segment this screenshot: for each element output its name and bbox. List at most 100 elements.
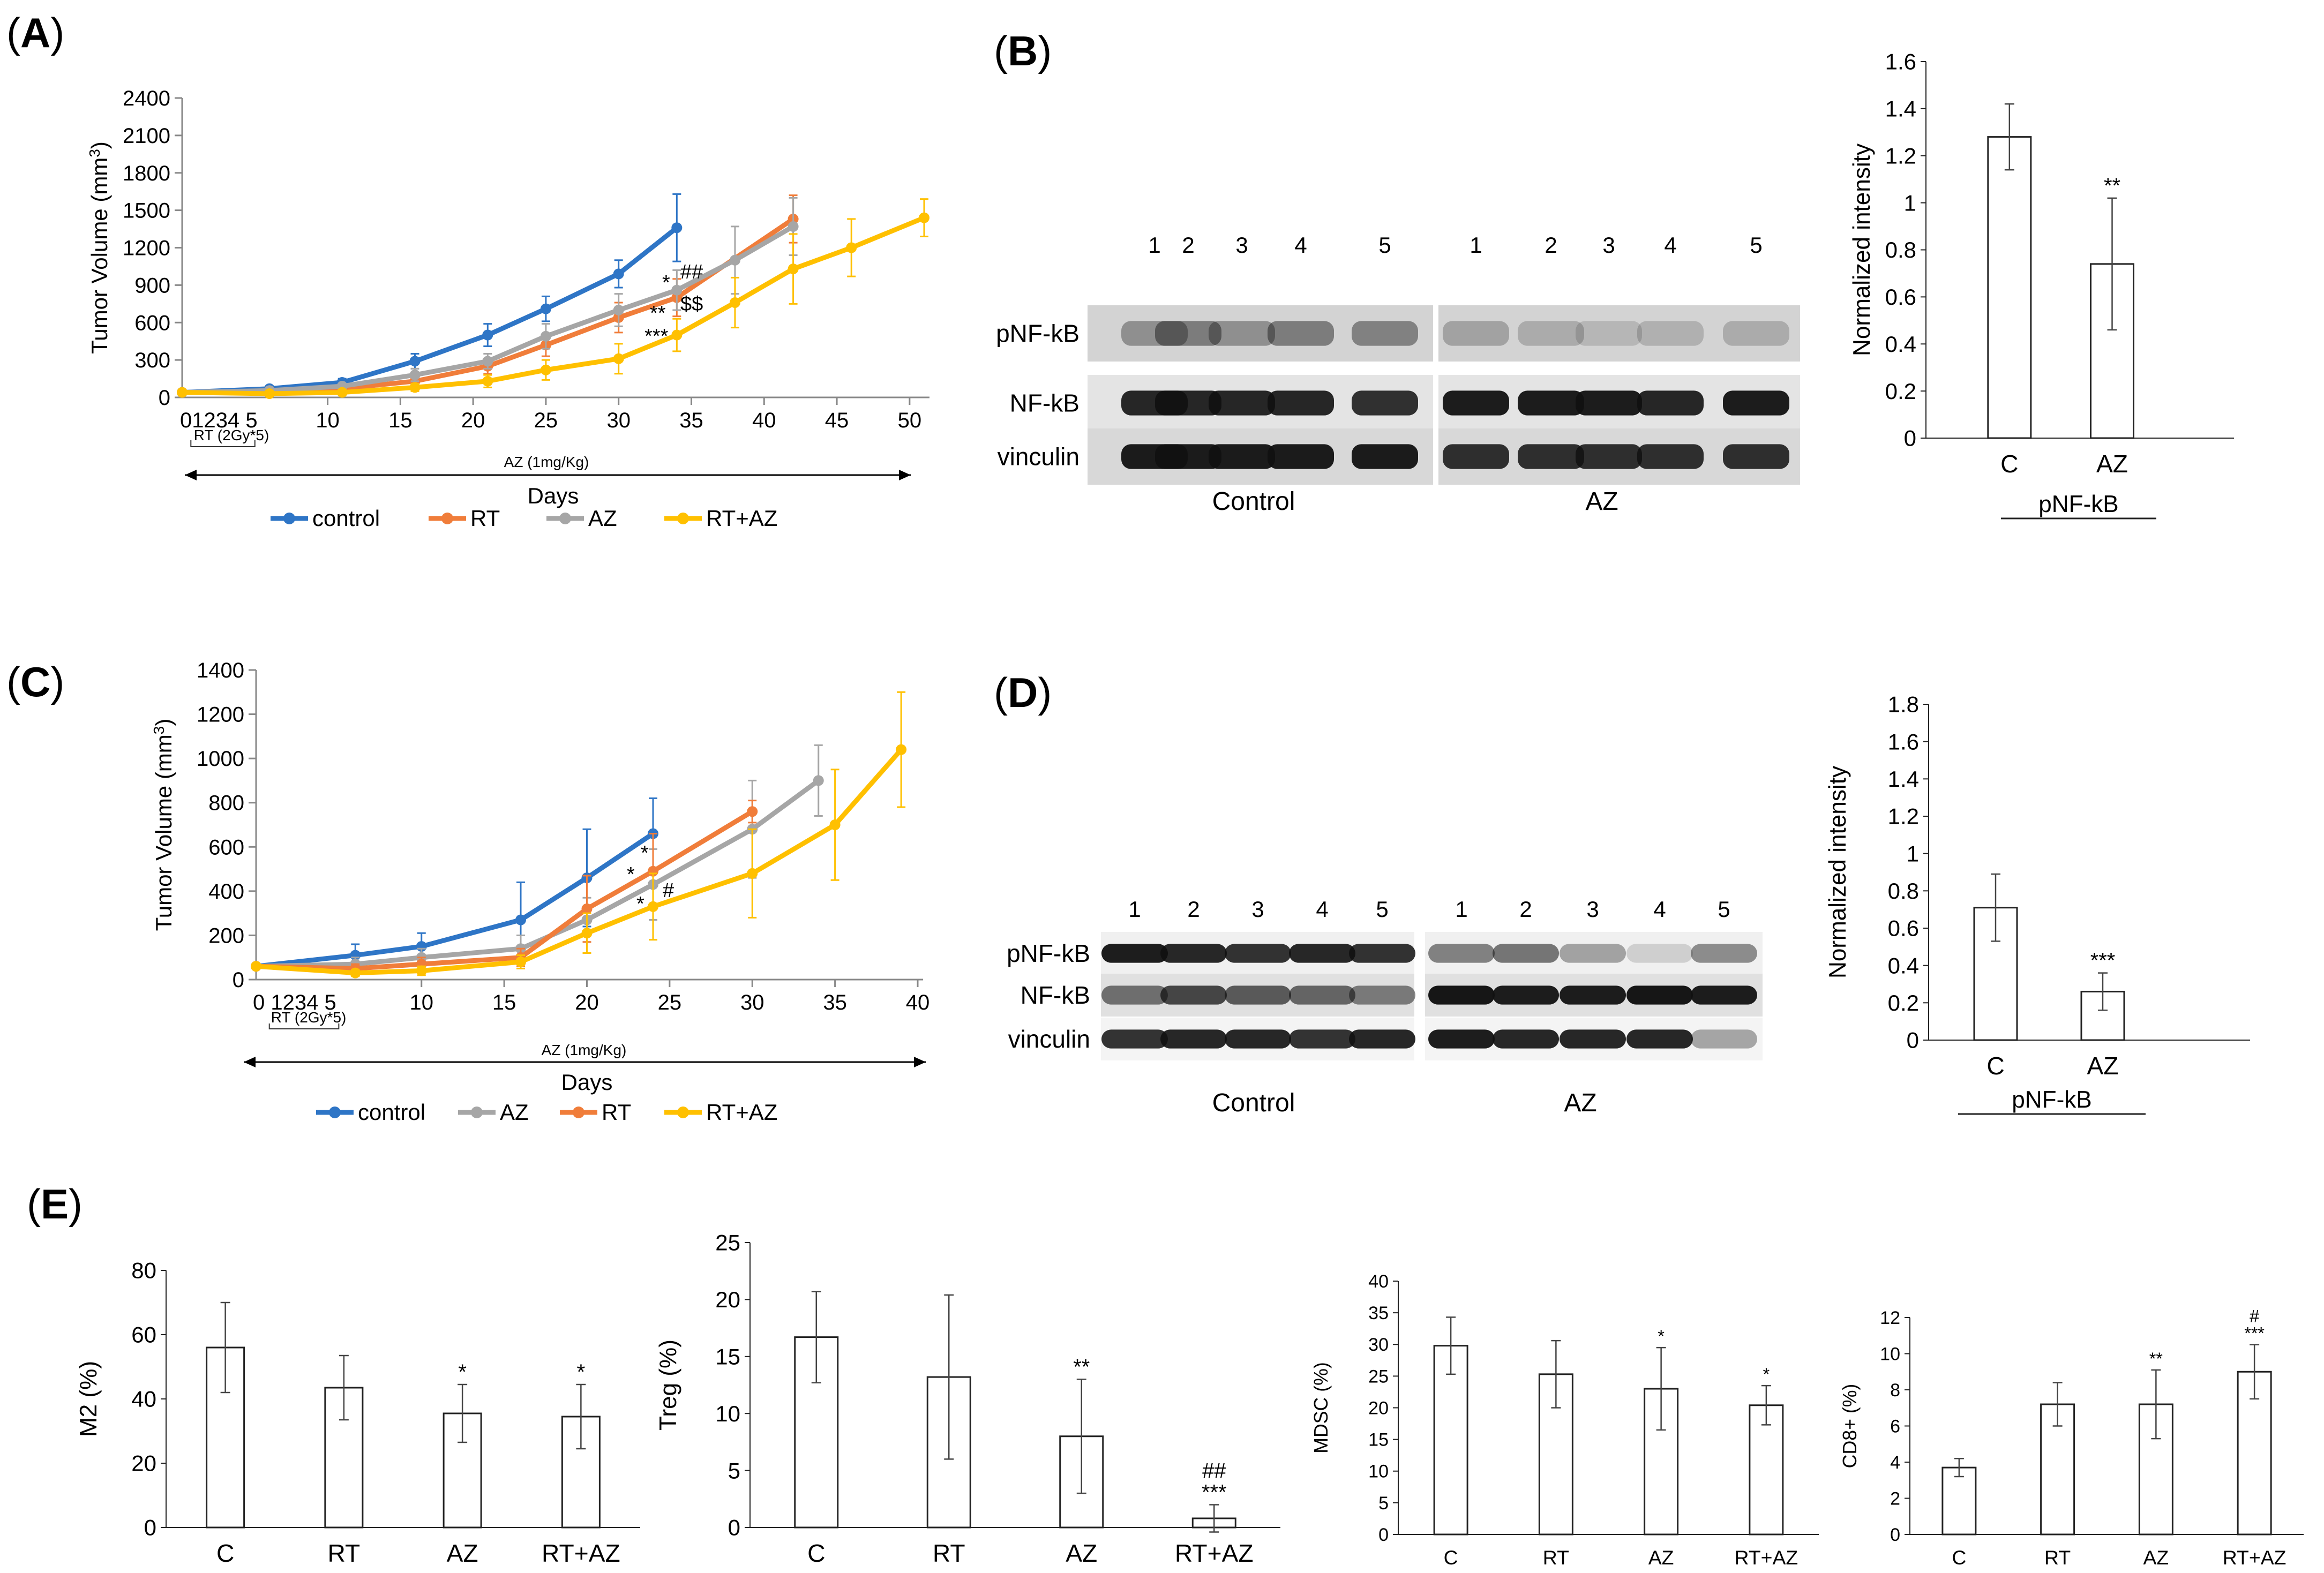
y-axis-title: Normalized intensity: [1849, 144, 1875, 356]
blot-band: [1121, 321, 1188, 346]
lane-number: 5: [1376, 897, 1388, 922]
blot-band: [1101, 985, 1168, 1005]
blot-band: [1518, 390, 1584, 416]
blot-band: [1576, 390, 1642, 416]
data-point: [671, 284, 683, 296]
lane-number: 2: [1519, 897, 1532, 922]
y-tick-label: 2100: [123, 124, 170, 148]
blot-band: [1225, 944, 1291, 963]
y-axis-title: M2 (%): [76, 1361, 102, 1437]
data-point: [416, 965, 427, 976]
y-tick-label: 0.6: [1888, 916, 1919, 941]
lane-number: 5: [1378, 232, 1391, 258]
data-point: [919, 212, 929, 223]
chart-c-tumor-volume: 0 200 400 600 800 1000 1200 1400 10 15 20 25 30 35 40 T…: [151, 659, 929, 1125]
y-tick-label: 0.4: [1888, 953, 1919, 978]
y-tick-label: 0: [1904, 426, 1916, 451]
az-arrow-head-right: [899, 470, 911, 480]
significance-marker: ##: [1202, 1459, 1226, 1483]
blot-band: [1352, 444, 1418, 469]
x-axis-title: Days: [561, 1070, 613, 1095]
significance-marker: ##: [680, 261, 703, 283]
y-tick-label: 1.4: [1885, 96, 1916, 122]
blot-band: [1576, 321, 1642, 346]
blot-group-control: Control: [1212, 1089, 1295, 1117]
az-label: AZ (1mg/Kg): [504, 454, 589, 470]
y-tick-label: 0: [1378, 1525, 1389, 1545]
y-tick-label: 600: [208, 836, 244, 859]
data-point: [671, 329, 683, 341]
y-tick-label: 5: [728, 1458, 740, 1483]
y-tick-label: 1200: [123, 237, 170, 260]
bar-c: [1433, 1345, 1468, 1536]
data-point: [671, 222, 683, 234]
blot-band: [1443, 321, 1509, 346]
blot-band: [1560, 1029, 1626, 1049]
lane-number: 2: [1187, 897, 1200, 922]
blot-band: [1560, 985, 1626, 1005]
x-tick-label: 40: [906, 991, 930, 1014]
x-tick-label-c: C: [1952, 1546, 1966, 1569]
data-point: [729, 297, 740, 308]
lane-number: 5: [1750, 232, 1762, 258]
blot-band: [1209, 321, 1275, 346]
y-tick-label: 0: [159, 386, 170, 410]
panel-label-c: (C): [6, 658, 64, 705]
legend-label-rtplusaz: RT+AZ: [706, 1100, 777, 1125]
az-arrow-head-left: [244, 1057, 256, 1067]
blot-strip: [1088, 305, 1433, 362]
x-tick-label: 45: [825, 409, 849, 432]
bar-rtplusaz: [1749, 1404, 1784, 1536]
y-tick-label: 400: [208, 880, 244, 904]
legend-swatch-dot: [559, 513, 571, 524]
x-tick-label-rt: RT: [2044, 1546, 2071, 1569]
y-tick-label: 20: [1368, 1398, 1389, 1418]
blot-band: [1560, 944, 1626, 963]
data-point: [788, 264, 799, 275]
blot-band: [1289, 985, 1355, 1005]
blot-band: [1691, 1029, 1757, 1049]
significance-marker: *: [1763, 1365, 1770, 1384]
series-line-rtplusaz: [182, 215, 925, 396]
blot-band: [1160, 944, 1227, 963]
panel-label-e: (E): [27, 1180, 83, 1228]
blot-band: [1268, 390, 1334, 416]
lane-number: 4: [1316, 897, 1328, 922]
data-point: [409, 382, 421, 393]
y-tick-label: 8: [1890, 1380, 1900, 1401]
series-line-control: [182, 225, 679, 395]
data-point: [482, 375, 493, 387]
blot-row-label-pnf-kb: pNF-kB: [996, 320, 1079, 348]
significance-marker: **: [2149, 1349, 2163, 1368]
data-point: [747, 806, 758, 817]
y-tick-label: 0.4: [1885, 332, 1916, 357]
x-tick-label-az: AZ: [1648, 1546, 1674, 1569]
x-tick-label: 35: [823, 991, 847, 1014]
y-tick-label: 1: [1904, 190, 1916, 215]
az-arrow-head-left: [185, 470, 197, 480]
blot-d: 1 2 3 4 5 1 2 3 4 5 pNF-kB NF-kB vinculin Control AZ: [1007, 897, 1763, 1117]
y-axis-title: Tumor Volume (mm3): [151, 719, 176, 931]
blot-band: [1101, 1029, 1168, 1049]
y-tick-label: 1200: [197, 703, 244, 727]
series-line-rtplusaz: [256, 748, 903, 976]
significance-marker: *: [1658, 1327, 1665, 1346]
x-tick-label-rt: RT: [328, 1539, 361, 1567]
blot-row-label-vinculin: vinculin: [1008, 1025, 1090, 1053]
blot-band: [1518, 444, 1584, 469]
lane-number: 4: [1653, 897, 1666, 922]
x-tick-label: 15: [492, 991, 516, 1014]
legend-swatch-dot: [677, 513, 689, 524]
significance-marker: #: [2250, 1306, 2259, 1326]
series-line-az: [256, 778, 820, 969]
x-tick-label-c: C: [1444, 1546, 1458, 1569]
data-point: [613, 353, 624, 364]
y-tick-label: 800: [208, 792, 244, 815]
x-tick-label-c: C: [216, 1539, 234, 1567]
data-point: [813, 775, 824, 786]
rt-label: RT (2Gy*5): [271, 1009, 347, 1026]
legend-swatch-dot: [283, 513, 295, 524]
blot-band: [1493, 1029, 1559, 1049]
significance-marker: **: [650, 302, 666, 325]
data-point: [540, 330, 551, 342]
